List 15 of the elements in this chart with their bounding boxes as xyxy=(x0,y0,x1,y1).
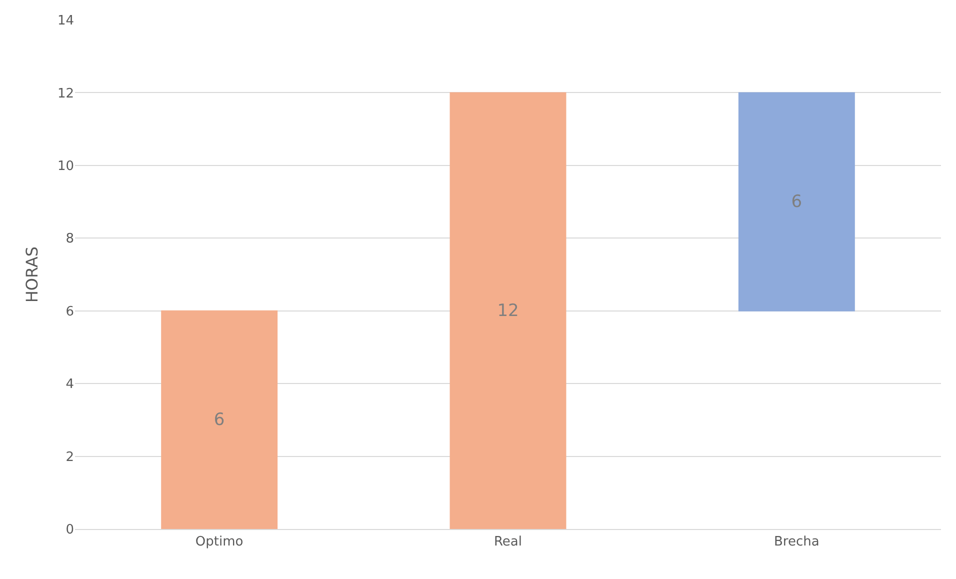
x-tick-label: Optimo xyxy=(195,534,244,550)
y-tick-label: 2 xyxy=(66,450,74,465)
y-axis-title: HORAS xyxy=(22,246,42,303)
y-tick-label: 6 xyxy=(66,304,74,320)
y-tick-label: 8 xyxy=(66,232,74,247)
x-tick-label: Real xyxy=(494,534,522,550)
data-label: 6 xyxy=(214,410,225,430)
y-tick-label: 10 xyxy=(57,158,74,174)
data-label: 6 xyxy=(791,192,802,212)
y-tick-label: 4 xyxy=(66,377,74,392)
y-tick-label: 0 xyxy=(66,522,74,538)
y-tick-label: 12 xyxy=(57,86,74,102)
x-tick-label: Brecha xyxy=(774,534,820,550)
data-label: 12 xyxy=(497,300,519,321)
y-tick-label: 14 xyxy=(57,14,74,29)
